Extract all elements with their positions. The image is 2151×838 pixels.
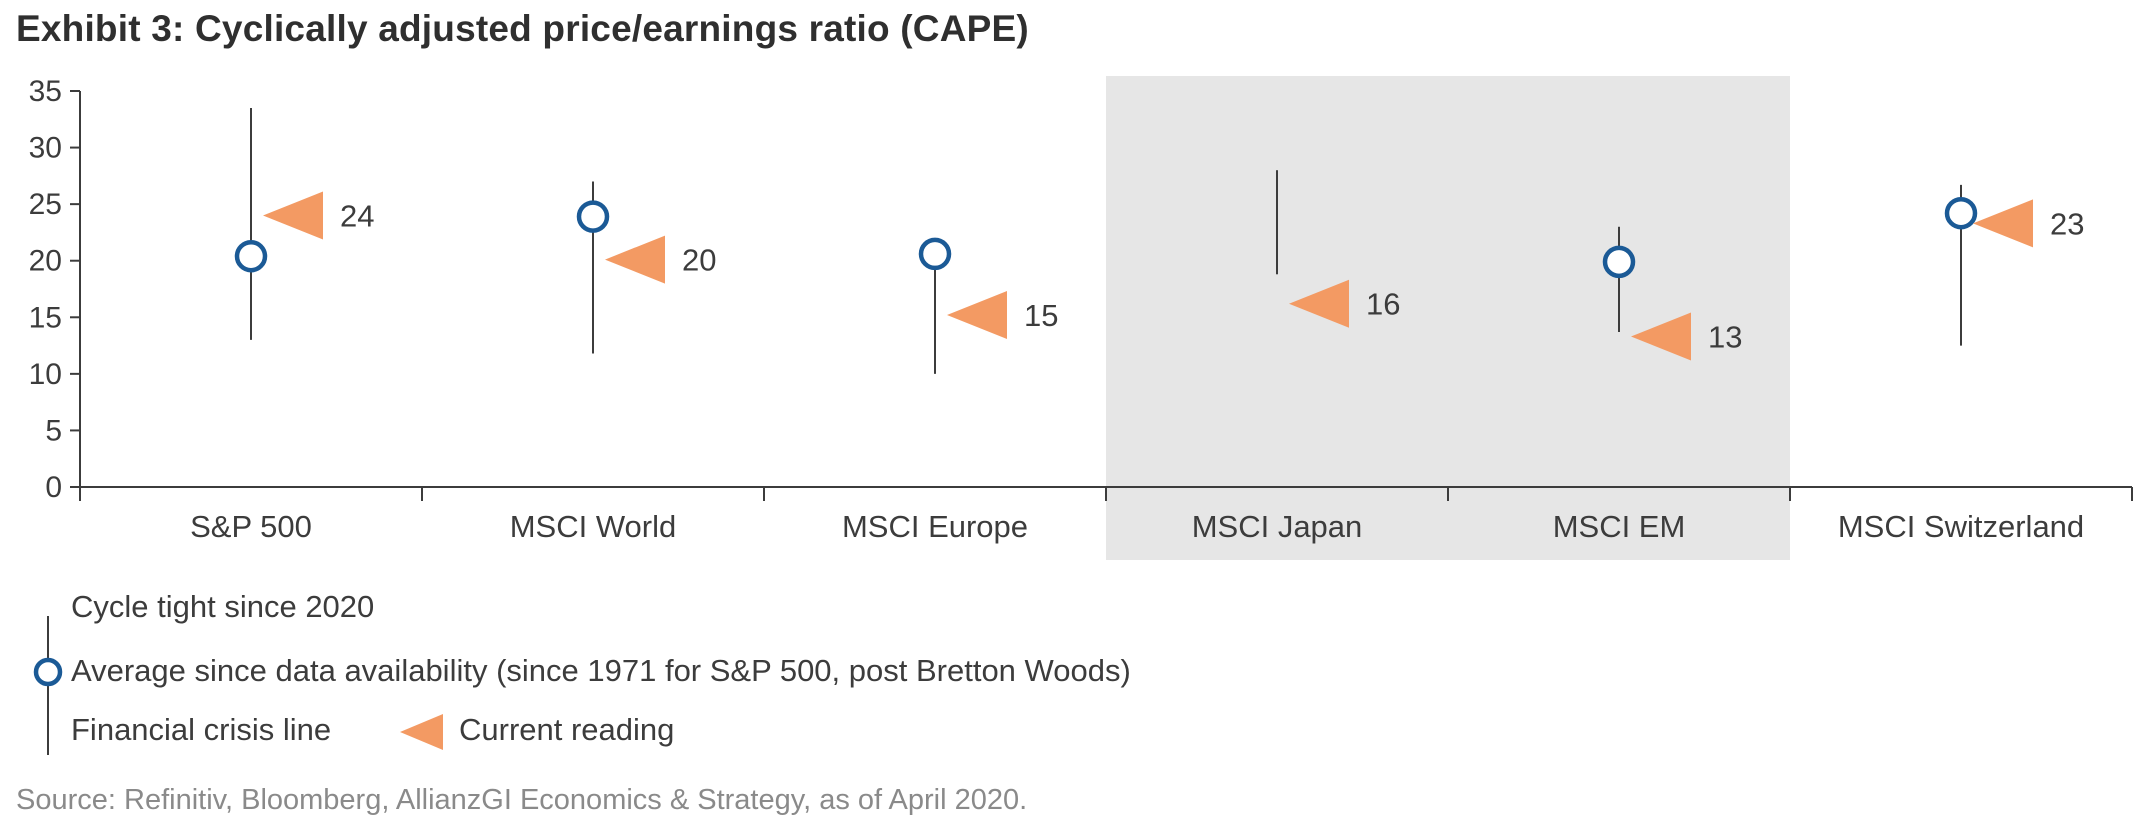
current-marker-s-p-500 — [263, 191, 323, 240]
average-marker-msci-world — [576, 200, 610, 233]
legend-current-triangle-icon — [400, 714, 443, 750]
category-label-msci-world: MSCI World — [510, 509, 677, 544]
source-note: Source: Refinitiv, Bloomberg, AllianzGI … — [16, 784, 1028, 816]
category-label-msci-japan: MSCI Japan — [1192, 509, 1363, 544]
category-label-msci-europe: MSCI Europe — [842, 509, 1028, 544]
legend-cycle-label: Cycle tight since 2020 — [71, 589, 375, 624]
y-tick-label-35: 35 — [29, 75, 62, 108]
average-marker-msci-europe — [918, 237, 952, 271]
current-marker-msci-world — [605, 235, 665, 284]
legend-average-label: Average since data availability (since 1… — [71, 653, 1131, 688]
current-marker-msci-japan — [1289, 279, 1349, 328]
marks-layer: 24 20 15 16 13 23 — [234, 107, 2084, 374]
average-marker-msci-switzerland — [1944, 196, 1978, 230]
current-value-label-msci-switzerland: 23 — [2050, 206, 2084, 241]
current-value-label-msci-em: 13 — [1708, 320, 1742, 355]
category-label-msci-em: MSCI EM — [1553, 509, 1686, 544]
current-value-label-msci-world: 20 — [682, 243, 716, 278]
highlight-band — [1106, 76, 1790, 560]
y-tick-label-15: 15 — [29, 301, 62, 334]
y-tick-label-30: 30 — [29, 132, 62, 165]
average-marker-s-p-500 — [234, 239, 268, 273]
current-value-label-msci-japan: 16 — [1366, 287, 1400, 322]
category-label-msci-switzerland: MSCI Switzerland — [1838, 509, 2084, 544]
legend-average-circle-icon — [33, 657, 63, 687]
axes-layer: 0 5 10 15 20 25 30 35 S&P 500 MSCI World MSCI Euro… — [29, 75, 2133, 544]
y-tick-label-25: 25 — [29, 188, 62, 221]
y-tick-label-0: 0 — [45, 471, 62, 504]
legend-crisis-label: Financial crisis line — [71, 712, 332, 747]
legend-markers — [33, 616, 443, 755]
legend-current-label: Current reading — [459, 712, 675, 747]
current-marker-msci-europe — [947, 291, 1007, 340]
chart-title: Exhibit 3: Cyclically adjusted price/ear… — [16, 8, 1029, 49]
current-value-label-s-p-500: 24 — [340, 198, 374, 233]
highlight-band-layer — [1106, 76, 1790, 560]
y-tick-label-20: 20 — [29, 245, 62, 278]
current-marker-msci-switzerland — [1973, 199, 2033, 248]
category-label-s-p-500: S&P 500 — [190, 509, 312, 544]
y-tick-label-5: 5 — [45, 414, 62, 447]
y-tick-label-10: 10 — [29, 358, 62, 391]
current-marker-msci-em — [1631, 312, 1691, 361]
average-marker-msci-em — [1602, 245, 1636, 279]
current-value-label-msci-europe: 15 — [1024, 298, 1058, 333]
